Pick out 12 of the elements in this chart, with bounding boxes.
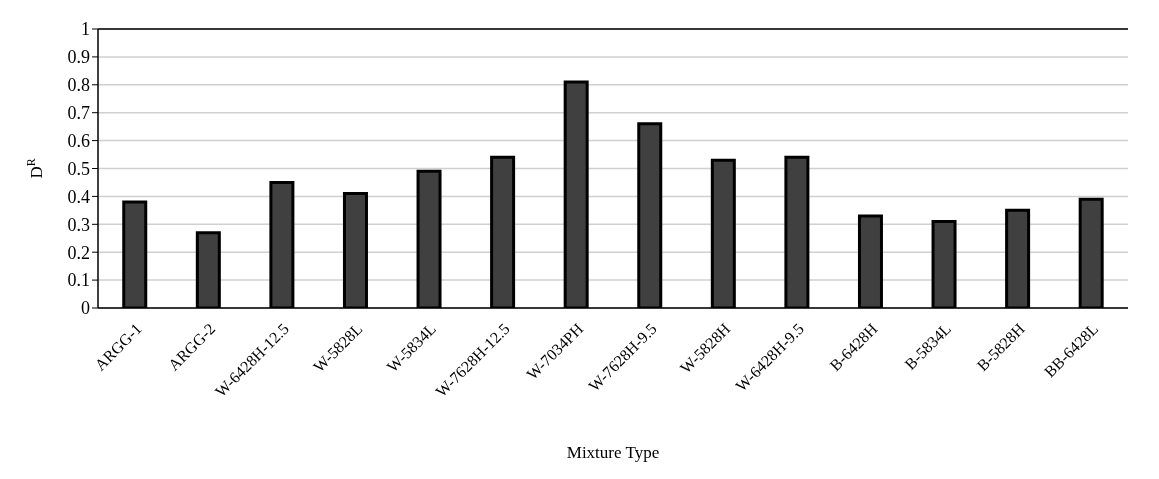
x-axis-title: Mixture Type xyxy=(566,443,660,462)
y-tick-label: 0.1 xyxy=(67,270,90,291)
y-tick-label: 0.6 xyxy=(67,130,90,151)
y-tick-label: 1 xyxy=(81,19,90,40)
y-tick-label: 0.8 xyxy=(67,75,90,96)
y-tick-label: 0.3 xyxy=(67,214,90,235)
y-tick-label: 0.9 xyxy=(67,47,90,68)
y-tick-label: 0.2 xyxy=(67,242,90,263)
y-tick-label: 0 xyxy=(81,298,90,319)
y-tick-label: 0.4 xyxy=(67,186,90,207)
y-tick-label: 0.7 xyxy=(67,103,90,124)
y-tick-label: 0.5 xyxy=(67,158,90,179)
